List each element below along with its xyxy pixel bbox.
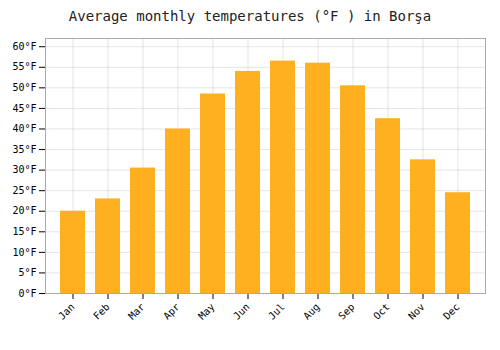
html-text:Average monthly temperatures (: Average monthly temperatures (°F ) in Bo…	[68, 8, 432, 24]
svg-text:Nov: Nov	[406, 301, 427, 322]
svg-text:Feb: Feb	[91, 301, 112, 322]
svg-text:Mar: Mar	[126, 301, 147, 322]
svg-text:40°F: 40°F	[12, 123, 36, 134]
svg-text:Apr: Apr	[161, 301, 182, 322]
svg-text:45°F: 45°F	[12, 103, 36, 114]
svg-text:25°F: 25°F	[12, 185, 36, 196]
svg-text:5°F: 5°F	[18, 267, 36, 278]
svg-text:May: May	[196, 301, 217, 322]
svg-text:Jul: Jul	[266, 301, 287, 322]
svg-text:10°F: 10°F	[12, 247, 36, 258]
svg-text:0°F: 0°F	[18, 288, 36, 299]
svg-text:Oct: Oct	[371, 301, 392, 322]
svg-text:35°F: 35°F	[12, 144, 36, 155]
svg-text:Sep: Sep	[336, 301, 357, 322]
svg-text:55°F: 55°F	[12, 61, 36, 72]
svg-text:30°F: 30°F	[12, 164, 36, 175]
svg-text:60°F: 60°F	[12, 41, 36, 52]
svg-text:Jun: Jun	[231, 301, 252, 322]
svg-text:Dec: Dec	[441, 301, 462, 322]
svg-text:Aug: Aug	[301, 301, 322, 322]
svg-text:15°F: 15°F	[12, 226, 36, 237]
svg-text:50°F: 50°F	[12, 82, 36, 93]
svg-text:20°F: 20°F	[12, 205, 36, 216]
svg-text:Jan: Jan	[56, 301, 77, 322]
